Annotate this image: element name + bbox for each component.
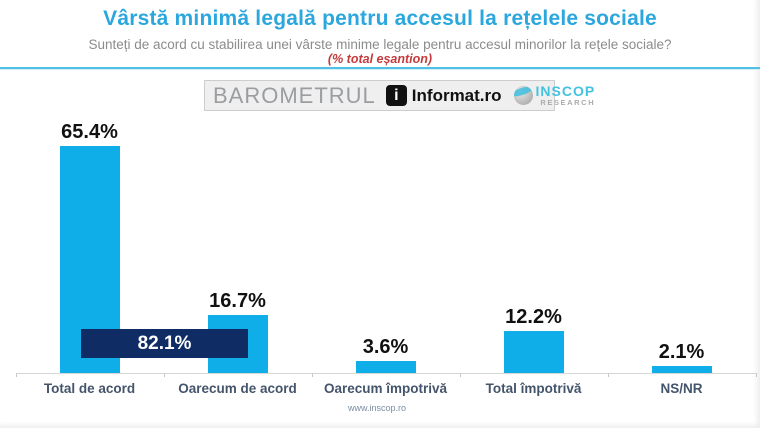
- bar-value-label: 3.6%: [362, 336, 409, 358]
- bar-value-label: 16.7%: [209, 290, 266, 312]
- bar-4: [503, 331, 564, 373]
- bar-3: [355, 361, 416, 373]
- informat-logo: i Informat.ro: [385, 85, 502, 106]
- category-label: Total împotrivă: [485, 381, 582, 396]
- informat-icon: i: [385, 85, 407, 106]
- sample-note: (% total eșantion): [327, 52, 433, 66]
- category-label: Total de acord: [43, 381, 136, 396]
- agreement-total-callout: 82.1%: [81, 329, 248, 358]
- page-title: Vârstă minimă legală pentru accesul la r…: [103, 7, 657, 30]
- bar-5: [651, 366, 712, 373]
- axis-tick: [311, 373, 313, 377]
- category-label: Oarecum de acord: [178, 381, 297, 396]
- survey-question: Sunteți de acord cu stabilirea unei vârs…: [88, 37, 672, 52]
- header-separator: [0, 67, 760, 70]
- axis-tick: [459, 373, 461, 377]
- category-label: NS/NR: [660, 381, 703, 396]
- axis-tick: [163, 373, 165, 377]
- logo-bar: BAROMETRUL i Informat.ro INSCOP RESEARCH: [204, 80, 594, 111]
- bar-value-label: 2.1%: [658, 341, 705, 363]
- axis-tick: [15, 373, 17, 377]
- inscop-research: RESEARCH: [540, 98, 596, 108]
- bar-value-label: 65.4%: [61, 121, 118, 143]
- category-label: Oarecum împotrivă: [323, 381, 448, 396]
- footer-url: www.inscop.ro: [347, 403, 407, 413]
- axis-baseline: [15, 373, 756, 374]
- inscop-name: INSCOP: [535, 83, 596, 100]
- inscop-logo: INSCOP RESEARCH: [513, 84, 596, 107]
- inscop-wordmark: INSCOP RESEARCH: [536, 84, 596, 107]
- axis-tick: [607, 373, 609, 377]
- informat-label: Informat.ro: [411, 85, 502, 105]
- axis-tick: [755, 373, 757, 377]
- bar-value-label: 12.2%: [505, 306, 562, 328]
- inscop-globe-icon: [513, 86, 533, 105]
- barometrul-logo: BAROMETRUL: [213, 82, 376, 108]
